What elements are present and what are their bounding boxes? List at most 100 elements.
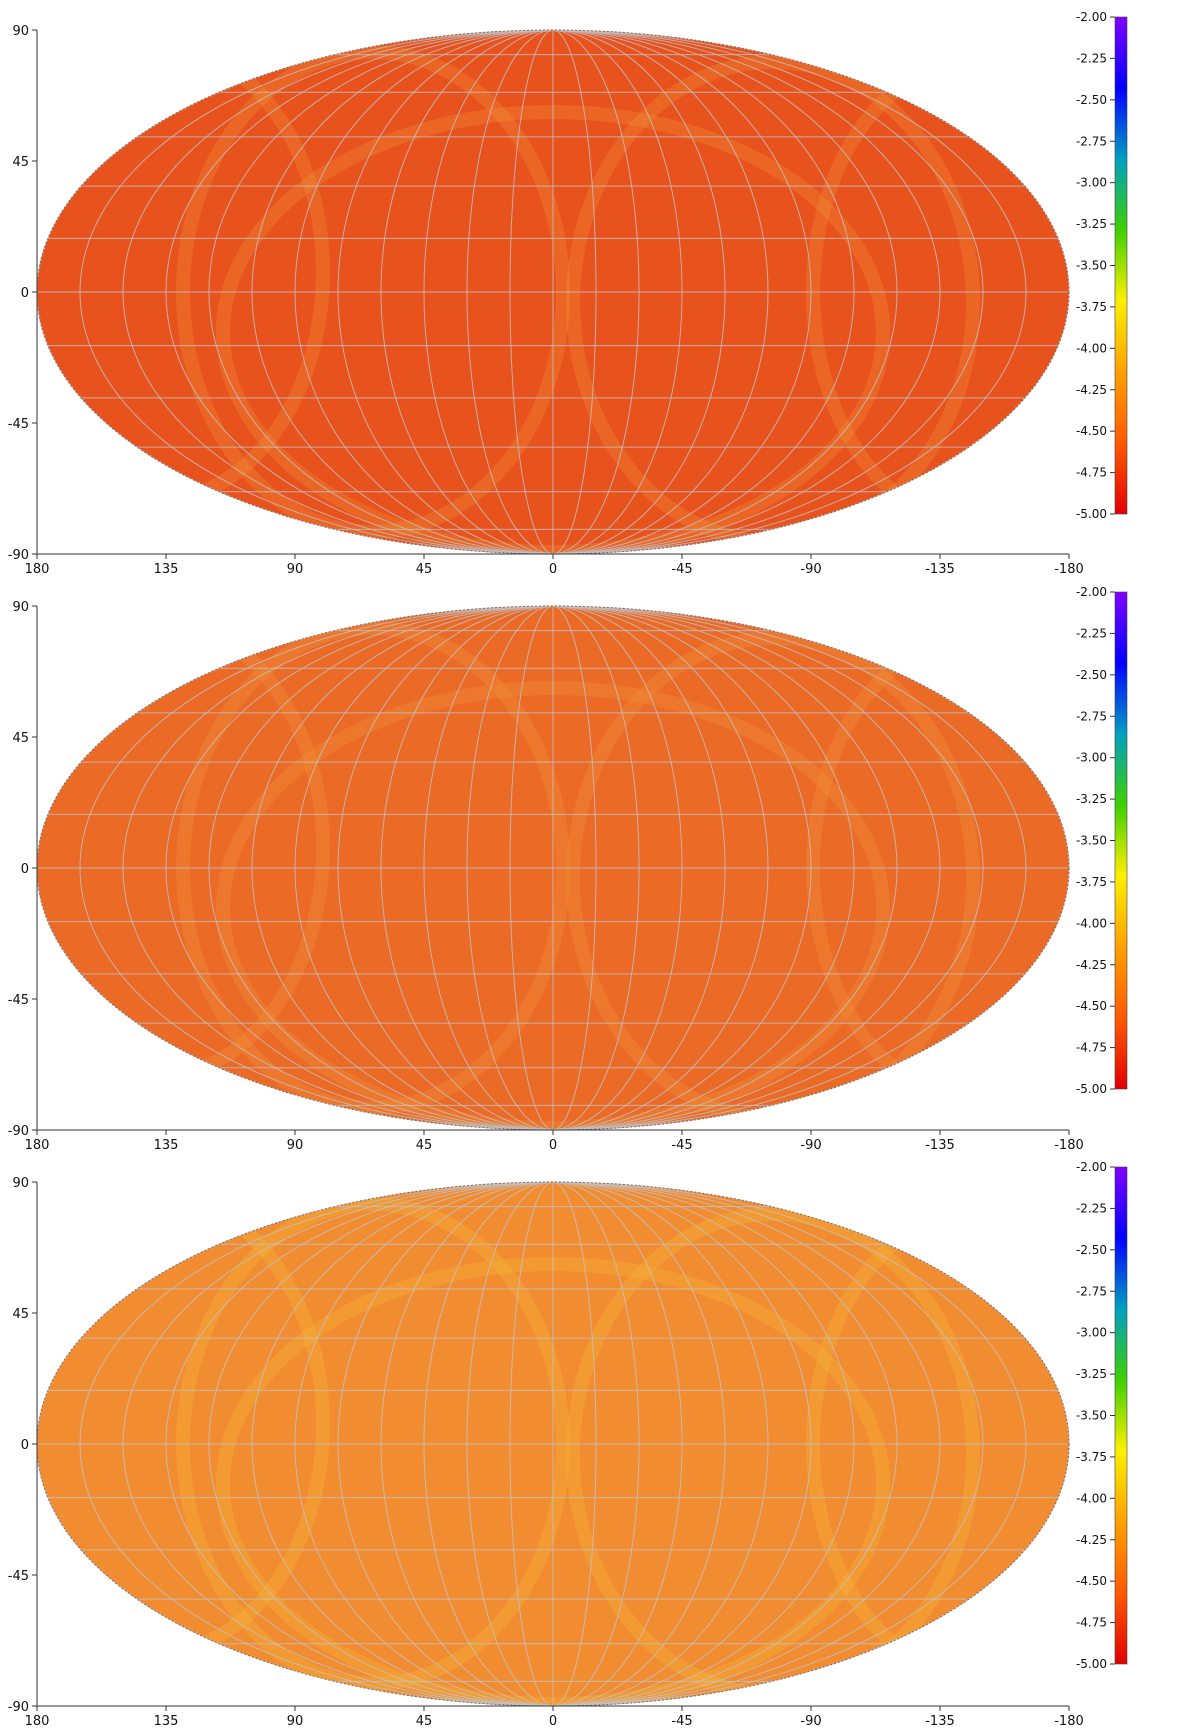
y-tick-label: -45: [8, 417, 29, 432]
colorbar-gradient: [1114, 1166, 1128, 1665]
x-tick-label: 45: [416, 1714, 433, 1729]
colorbar: -2.00 -2.25 -2.50 -2.75 -3.00 -3.25 -3.50 -3.75…: [1076, 585, 1128, 1096]
y-tick-label: -45: [8, 1569, 29, 1584]
graticule: [36, 29, 1070, 555]
x-tick-label: -180: [1054, 1138, 1084, 1153]
x-tick-label: -90: [800, 1138, 821, 1153]
map-panel-1: 180 135 90 45 0 -45 -90 -135 -180 90 45 0 -45 -90 -2.0…: [8, 10, 1128, 577]
x-tick-label: 90: [287, 1138, 304, 1153]
y-tick-label: -90: [8, 1700, 29, 1715]
colorbar-tick-label: -2.50: [1076, 93, 1107, 107]
colorbar: -2.00 -2.25 -2.50 -2.75 -3.00 -3.25 -3.50 -3.75…: [1076, 10, 1128, 521]
graticule: [36, 1181, 1070, 1707]
colorbar-tick-label: -3.25: [1076, 217, 1107, 231]
x-tick-label: 0: [549, 1714, 557, 1729]
colorbar-tick-label: -3.75: [1076, 875, 1107, 889]
x-tick-label: -135: [925, 562, 955, 577]
colorbar-gradient: [1114, 16, 1128, 515]
map-panel-3: 180 135 90 45 0 -45 -90 -135 -180 90 45 0 -45 -90 -2.0…: [8, 1160, 1128, 1729]
x-tick-label: 135: [154, 562, 179, 577]
colorbar-tick-label: -4.00: [1076, 916, 1107, 930]
colorbar-tick-label: -2.00: [1076, 585, 1107, 599]
map-outline: [36, 605, 1070, 1131]
colorbar-tick-label: -3.50: [1076, 1409, 1107, 1423]
axes: [32, 29, 1070, 559]
colorbar-tick-label: -4.50: [1076, 1574, 1107, 1588]
colorbar-tick-label: -2.00: [1076, 10, 1107, 24]
colorbar-tick-label: -3.50: [1076, 834, 1107, 848]
y-tick-label: -90: [8, 1124, 29, 1139]
colorbar-tick-label: -2.00: [1076, 1160, 1107, 1174]
x-tick-label: 180: [25, 1138, 50, 1153]
x-tick-label: 45: [416, 1138, 433, 1153]
graticule: [36, 605, 1070, 1131]
y-tick-label: 90: [12, 24, 29, 39]
y-tick-label: 90: [12, 600, 29, 615]
colorbar-tick-label: -3.00: [1076, 751, 1107, 765]
y-tick-label: 90: [12, 1176, 29, 1191]
x-tick-label: -135: [925, 1138, 955, 1153]
y-tick-label: 0: [21, 286, 29, 301]
colorbar-tick-label: -2.25: [1076, 51, 1107, 65]
x-tick-label: -45: [671, 1714, 692, 1729]
y-tick-label: 45: [12, 1307, 29, 1322]
x-tick-label: 90: [287, 1714, 304, 1729]
colorbar-tick-label: -5.00: [1076, 1657, 1107, 1671]
colorbar-tick-label: -5.00: [1076, 1082, 1107, 1096]
x-tick-label: -45: [671, 562, 692, 577]
axes: [32, 605, 1070, 1135]
colorbar-tick-label: -3.75: [1076, 300, 1107, 314]
colorbar-tick-label: -4.25: [1076, 383, 1107, 397]
axes: [32, 1181, 1070, 1711]
colorbar-tick-label: -4.00: [1076, 341, 1107, 355]
colorbar-tick-label: -3.00: [1076, 1326, 1107, 1340]
x-tick-label: 135: [154, 1138, 179, 1153]
x-tick-label: -180: [1054, 562, 1084, 577]
colorbar-tick-label: -2.25: [1076, 1201, 1107, 1215]
x-tick-label: 0: [549, 1138, 557, 1153]
y-tick-label: 0: [21, 862, 29, 877]
colorbar-tick-label: -4.75: [1076, 1616, 1107, 1630]
x-tick-label: -90: [800, 562, 821, 577]
colorbar-tick-label: -2.75: [1076, 709, 1107, 723]
colorbar-tick-label: -4.75: [1076, 466, 1107, 480]
colorbar-tick-label: -4.50: [1076, 999, 1107, 1013]
colorbar-tick-label: -2.25: [1076, 626, 1107, 640]
x-tick-label: -180: [1054, 1714, 1084, 1729]
x-tick-label: 0: [549, 562, 557, 577]
colorbar: -2.00 -2.25 -2.50 -2.75 -3.00 -3.25 -3.50 -3.75…: [1076, 1160, 1128, 1671]
colorbar-tick-label: -3.75: [1076, 1450, 1107, 1464]
x-tick-label: -45: [671, 1138, 692, 1153]
map-outline: [36, 29, 1070, 555]
colorbar-tick-label: -2.75: [1076, 1284, 1107, 1298]
x-tick-label: 90: [287, 562, 304, 577]
colorbar-tick-label: -3.00: [1076, 176, 1107, 190]
colorbar-tick-label: -4.75: [1076, 1041, 1107, 1055]
colorbar-tick-label: -4.00: [1076, 1491, 1107, 1505]
colorbar-tick-label: -2.50: [1076, 668, 1107, 682]
y-tick-label: 0: [21, 1438, 29, 1453]
y-tick-label: 45: [12, 155, 29, 170]
colorbar-tick-label: -4.25: [1076, 958, 1107, 972]
x-tick-label: -90: [800, 1714, 821, 1729]
y-tick-label: 45: [12, 731, 29, 746]
colorbar-tick-label: -4.25: [1076, 1533, 1107, 1547]
x-tick-label: 180: [25, 562, 50, 577]
x-tick-label: -135: [925, 1714, 955, 1729]
colorbar-tick-label: -2.75: [1076, 134, 1107, 148]
map-outline: [36, 1181, 1070, 1707]
x-tick-label: 135: [154, 1714, 179, 1729]
y-tick-label: -45: [8, 993, 29, 1008]
x-tick-label: 45: [416, 562, 433, 577]
colorbar-tick-label: -5.00: [1076, 507, 1107, 521]
colorbar-tick-label: -4.50: [1076, 424, 1107, 438]
colorbar-tick-label: -3.25: [1076, 1367, 1107, 1381]
colorbar-tick-label: -3.25: [1076, 792, 1107, 806]
map-panel-2: 180 135 90 45 0 -45 -90 -135 -180 90 45 0 -45 -90 -2.0…: [8, 585, 1128, 1153]
y-tick-label: -90: [8, 548, 29, 563]
x-tick-label: 180: [25, 1714, 50, 1729]
colorbar-tick-label: -3.50: [1076, 259, 1107, 273]
colorbar-tick-label: -2.50: [1076, 1243, 1107, 1257]
colorbar-gradient: [1114, 591, 1128, 1090]
